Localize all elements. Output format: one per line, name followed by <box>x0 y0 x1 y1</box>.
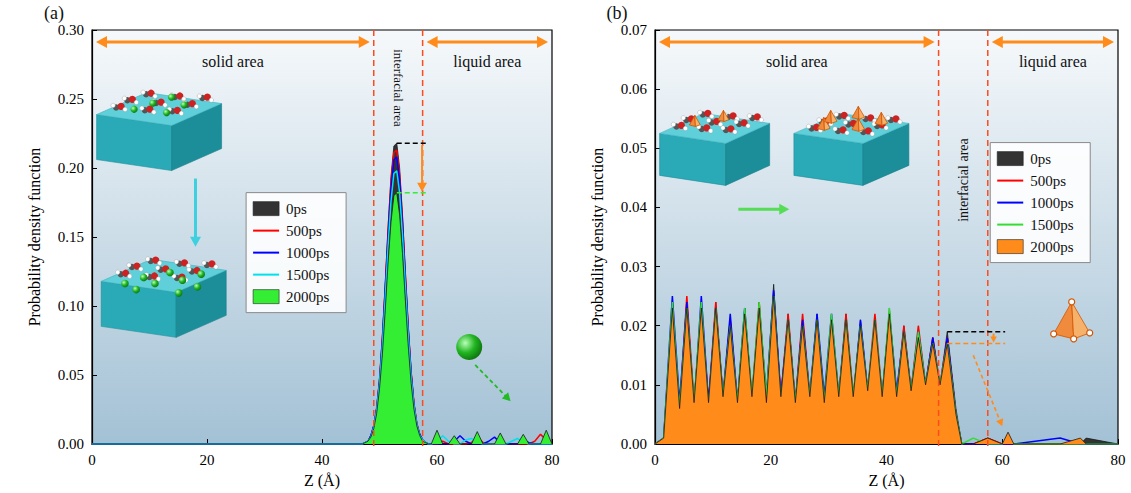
svg-text:0.00: 0.00 <box>58 436 84 452</box>
svg-text:0.06: 0.06 <box>621 81 648 97</box>
svg-text:2000ps: 2000ps <box>1030 239 1074 255</box>
svg-text:interfacial area: interfacial area <box>956 137 971 221</box>
svg-text:0ps: 0ps <box>286 201 307 217</box>
svg-text:0ps: 0ps <box>1030 151 1051 167</box>
svg-text:2000ps: 2000ps <box>286 289 330 305</box>
svg-text:(b): (b) <box>607 3 628 24</box>
svg-text:liquid area: liquid area <box>453 53 521 71</box>
svg-text:500ps: 500ps <box>1030 173 1066 189</box>
svg-text:Z (Å): Z (Å) <box>304 472 340 490</box>
svg-text:0: 0 <box>651 452 659 468</box>
svg-text:0.05: 0.05 <box>58 367 84 383</box>
svg-text:1500ps: 1500ps <box>1030 217 1074 233</box>
svg-text:0.20: 0.20 <box>58 160 84 176</box>
svg-text:0.15: 0.15 <box>58 229 84 245</box>
svg-text:20: 20 <box>200 452 215 468</box>
svg-text:20: 20 <box>763 452 778 468</box>
svg-text:0.01: 0.01 <box>621 377 647 393</box>
svg-text:60: 60 <box>995 452 1010 468</box>
svg-text:solid area: solid area <box>202 53 264 70</box>
svg-text:0.10: 0.10 <box>58 298 84 314</box>
svg-text:0.02: 0.02 <box>621 318 647 334</box>
svg-text:80: 80 <box>1111 452 1126 468</box>
svg-text:0.04: 0.04 <box>621 199 648 215</box>
svg-text:1500ps: 1500ps <box>286 267 330 283</box>
svg-text:40: 40 <box>315 452 330 468</box>
svg-text:500ps: 500ps <box>286 223 322 239</box>
svg-text:0.00: 0.00 <box>621 436 647 452</box>
svg-text:solid area: solid area <box>766 53 828 70</box>
svg-text:Z (Å): Z (Å) <box>869 472 905 490</box>
svg-text:interfacial area: interfacial area <box>391 49 406 127</box>
svg-text:Probability density function: Probability density function <box>589 148 607 327</box>
svg-text:1000ps: 1000ps <box>1030 195 1074 211</box>
svg-text:Probability density function: Probability density function <box>26 148 44 327</box>
svg-text:1000ps: 1000ps <box>286 245 330 261</box>
svg-text:0: 0 <box>88 452 96 468</box>
svg-text:0.30: 0.30 <box>58 22 84 38</box>
svg-text:0.07: 0.07 <box>621 22 648 38</box>
svg-text:(a): (a) <box>44 3 64 24</box>
svg-text:0.25: 0.25 <box>58 91 84 107</box>
svg-text:40: 40 <box>879 452 894 468</box>
svg-text:0.05: 0.05 <box>621 140 647 156</box>
svg-text:0.03: 0.03 <box>621 259 647 275</box>
svg-text:80: 80 <box>545 452 560 468</box>
svg-text:liquid area: liquid area <box>1019 53 1087 71</box>
svg-text:60: 60 <box>430 452 445 468</box>
